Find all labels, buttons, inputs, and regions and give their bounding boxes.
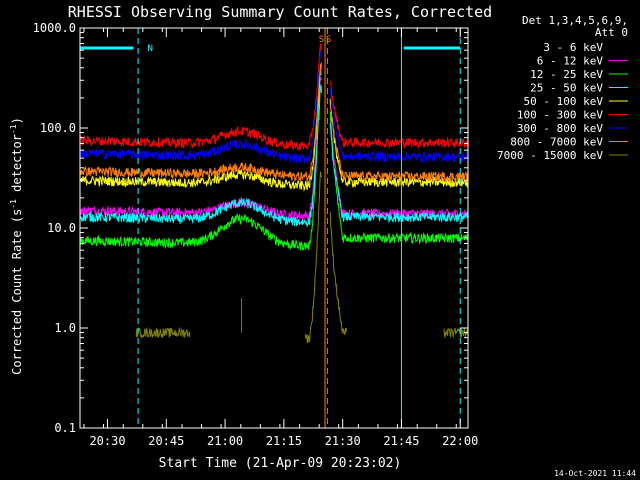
series-line <box>80 65 468 251</box>
x-tick-label: 21:15 <box>266 434 302 448</box>
legend-label: 3 - 6 keV <box>543 41 603 54</box>
series-line <box>80 50 468 164</box>
x-tick-label: 21:00 <box>207 434 243 448</box>
legend-label: 6 - 12 keV <box>537 55 604 68</box>
series-line <box>80 62 468 184</box>
legend-label: 800 - 7000 keV <box>510 136 603 149</box>
y-tick-label: 10.0 <box>47 221 76 235</box>
night-label: N <box>147 44 152 54</box>
x-tick-label: 21:45 <box>383 434 419 448</box>
timestamp: 14-Oct-2021 11:44 <box>554 469 636 478</box>
x-tick-label: 22:00 <box>442 434 478 448</box>
legend-label: 100 - 300 keV <box>517 109 603 122</box>
legend-label: 12 - 25 keV <box>530 68 603 81</box>
series-line <box>80 84 468 227</box>
x-tick-label: 20:30 <box>89 434 125 448</box>
legend-header: Att 0 <box>595 26 628 39</box>
y-tick-label: 1000.0 <box>33 21 76 35</box>
x-tick-label: 21:30 <box>325 434 361 448</box>
legend-label: 300 - 800 keV <box>517 122 603 135</box>
x-axis-label: Start Time (21-Apr-09 20:23:02) <box>159 456 402 471</box>
series-line <box>80 43 468 151</box>
chart-title: RHESSI Observing Summary Count Rates, Co… <box>68 3 492 21</box>
series-line <box>80 77 468 221</box>
series-group <box>80 43 468 344</box>
saa-label: S <box>326 35 331 45</box>
y-axis-label: Corrected Count Rate (s-1 detector-1) <box>9 117 24 375</box>
legend-header: Det 1,3,4,5,6,9, <box>522 14 628 27</box>
y-tick-label: 0.1 <box>54 421 76 435</box>
y-tick-label: 1.0 <box>54 321 76 335</box>
axes: 1000.0 100.0 10.0 1.0 0.1 20:30 20:45 21:00 21:1… <box>33 21 479 448</box>
legend-label: 25 - 50 keV <box>530 82 603 95</box>
legend-label: 7000 - 15000 keV <box>497 149 603 162</box>
saa-label: S <box>319 35 324 45</box>
y-tick-label: 100.0 <box>40 121 76 135</box>
legend-label: 50 - 100 keV <box>524 95 604 108</box>
x-tick-label: 20:45 <box>148 434 184 448</box>
series-line <box>135 171 468 344</box>
